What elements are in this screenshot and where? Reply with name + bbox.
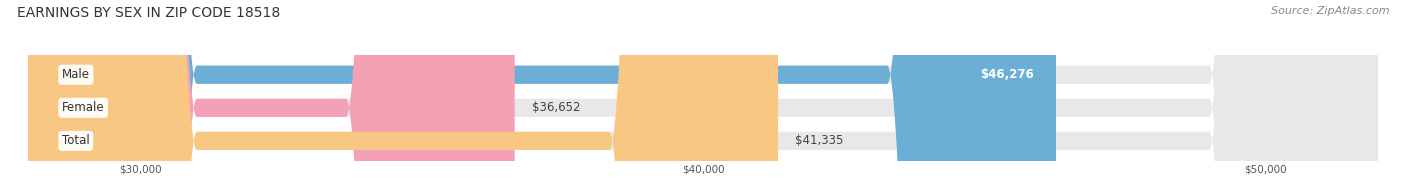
FancyBboxPatch shape [28,0,1056,196]
FancyBboxPatch shape [28,0,515,196]
Text: $46,276: $46,276 [980,68,1033,81]
Text: Female: Female [62,101,104,114]
Text: EARNINGS BY SEX IN ZIP CODE 18518: EARNINGS BY SEX IN ZIP CODE 18518 [17,6,280,20]
FancyBboxPatch shape [28,0,1378,196]
Text: $36,652: $36,652 [531,101,581,114]
Text: Male: Male [62,68,90,81]
Text: Total: Total [62,134,90,147]
Text: $41,335: $41,335 [794,134,844,147]
Text: Source: ZipAtlas.com: Source: ZipAtlas.com [1271,6,1389,16]
FancyBboxPatch shape [28,0,1378,196]
FancyBboxPatch shape [28,0,778,196]
FancyBboxPatch shape [28,0,1378,196]
